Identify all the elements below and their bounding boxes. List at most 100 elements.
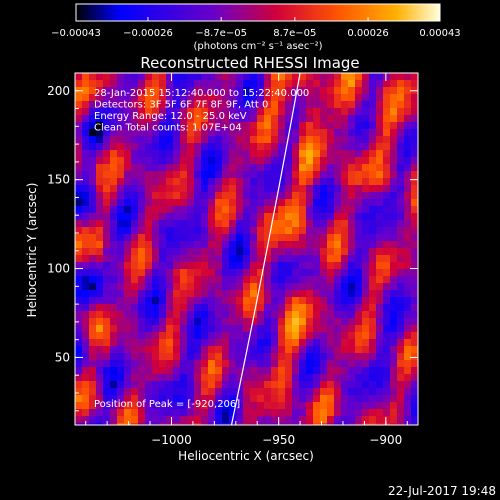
heatmap-cell: [334, 220, 342, 228]
heatmap-cell: [327, 157, 335, 165]
heatmap-cell: [215, 409, 223, 417]
heatmap-cell: [124, 150, 132, 158]
heatmap-cell: [124, 220, 132, 228]
heatmap-cell: [320, 395, 328, 403]
heatmap-cell: [355, 409, 363, 417]
heatmap-cell: [362, 94, 370, 102]
heatmap-cell: [383, 157, 391, 165]
heatmap-cell: [299, 115, 307, 123]
heatmap-cell: [152, 178, 160, 186]
heatmap-cell: [215, 199, 223, 207]
heatmap-cell: [292, 332, 300, 340]
heatmap-cell: [75, 381, 83, 389]
heatmap-cell: [124, 297, 132, 305]
heatmap-cell: [117, 416, 125, 424]
heatmap-cell: [222, 367, 230, 375]
heatmap-cell: [89, 185, 97, 193]
heatmap-cell: [411, 108, 418, 116]
heatmap-cell: [257, 164, 265, 172]
heatmap-cell: [320, 290, 328, 298]
heatmap-cell: [369, 283, 377, 291]
heatmap-cell: [187, 164, 195, 172]
heatmap-cell: [173, 108, 181, 116]
heatmap-cell: [138, 129, 146, 137]
heatmap-cell: [124, 367, 132, 375]
heatmap-cell: [75, 157, 83, 165]
heatmap-cell: [292, 101, 300, 109]
heatmap-cell: [411, 297, 418, 305]
heatmap-cell: [348, 339, 356, 347]
heatmap-cell: [320, 297, 328, 305]
heatmap-cell: [278, 304, 286, 312]
heatmap-cell: [194, 353, 202, 361]
heatmap-cell: [187, 402, 195, 410]
heatmap-cell: [271, 297, 279, 305]
heatmap-cell: [348, 171, 356, 179]
heatmap-cell: [313, 241, 321, 249]
heatmap-cell: [229, 388, 237, 396]
heatmap-cell: [89, 374, 97, 382]
heatmap-cell: [278, 101, 286, 109]
heatmap-cell: [369, 255, 377, 263]
heatmap-cell: [341, 80, 349, 88]
heatmap-cell: [369, 227, 377, 235]
heatmap-cell: [82, 381, 90, 389]
heatmap-cell: [383, 318, 391, 326]
heatmap-cell: [257, 143, 265, 151]
heatmap-cell: [257, 213, 265, 221]
heatmap-cell: [243, 143, 251, 151]
heatmap-cell: [110, 409, 118, 417]
heatmap-cell: [404, 241, 412, 249]
heatmap-cell: [327, 164, 335, 172]
heatmap-cell: [215, 220, 223, 228]
heatmap-cell: [152, 325, 160, 333]
heatmap-cell: [313, 416, 321, 424]
heatmap-cell: [152, 101, 160, 109]
heatmap-cell: [124, 87, 132, 95]
heatmap-cell: [131, 227, 139, 235]
heatmap-cell: [215, 192, 223, 200]
heatmap-cell: [75, 374, 83, 382]
heatmap-cell: [180, 311, 188, 319]
heatmap-cell: [306, 101, 314, 109]
heatmap-cell: [215, 353, 223, 361]
heatmap-cell: [313, 185, 321, 193]
heatmap-cell: [145, 332, 153, 340]
heatmap-cell: [299, 73, 307, 81]
heatmap-cell: [194, 374, 202, 382]
heatmap-cell: [376, 122, 384, 130]
heatmap-cell: [187, 311, 195, 319]
heatmap-cell: [376, 325, 384, 333]
heatmap-cell: [348, 290, 356, 298]
heatmap-cell: [124, 185, 132, 193]
heatmap-cell: [250, 381, 258, 389]
heatmap-cell: [271, 129, 279, 137]
heatmap-cell: [369, 94, 377, 102]
heatmap-cell: [208, 94, 216, 102]
heatmap-cell: [362, 213, 370, 221]
heatmap-cell: [369, 304, 377, 312]
heatmap-cell: [390, 262, 398, 270]
heatmap-cell: [327, 206, 335, 214]
heatmap-cell: [82, 101, 90, 109]
heatmap-cell: [264, 73, 272, 81]
heatmap-cell: [306, 80, 314, 88]
heatmap-cell: [208, 304, 216, 312]
heatmap-cell: [124, 388, 132, 396]
heatmap-cell: [383, 283, 391, 291]
heatmap-cell: [320, 409, 328, 417]
heatmap-cell: [257, 374, 265, 382]
heatmap-cell: [285, 395, 293, 403]
heatmap-cell: [327, 297, 335, 305]
heatmap-cell: [201, 262, 209, 270]
heatmap-cell: [397, 87, 405, 95]
heatmap-cell: [383, 416, 391, 424]
heatmap-cell: [194, 108, 202, 116]
heatmap-cell: [278, 178, 286, 186]
heatmap-cell: [173, 87, 181, 95]
heatmap-cell: [159, 318, 167, 326]
heatmap-cell: [124, 227, 132, 235]
heatmap-cell: [397, 234, 405, 242]
heatmap-cell: [229, 318, 237, 326]
heatmap-cell: [320, 220, 328, 228]
